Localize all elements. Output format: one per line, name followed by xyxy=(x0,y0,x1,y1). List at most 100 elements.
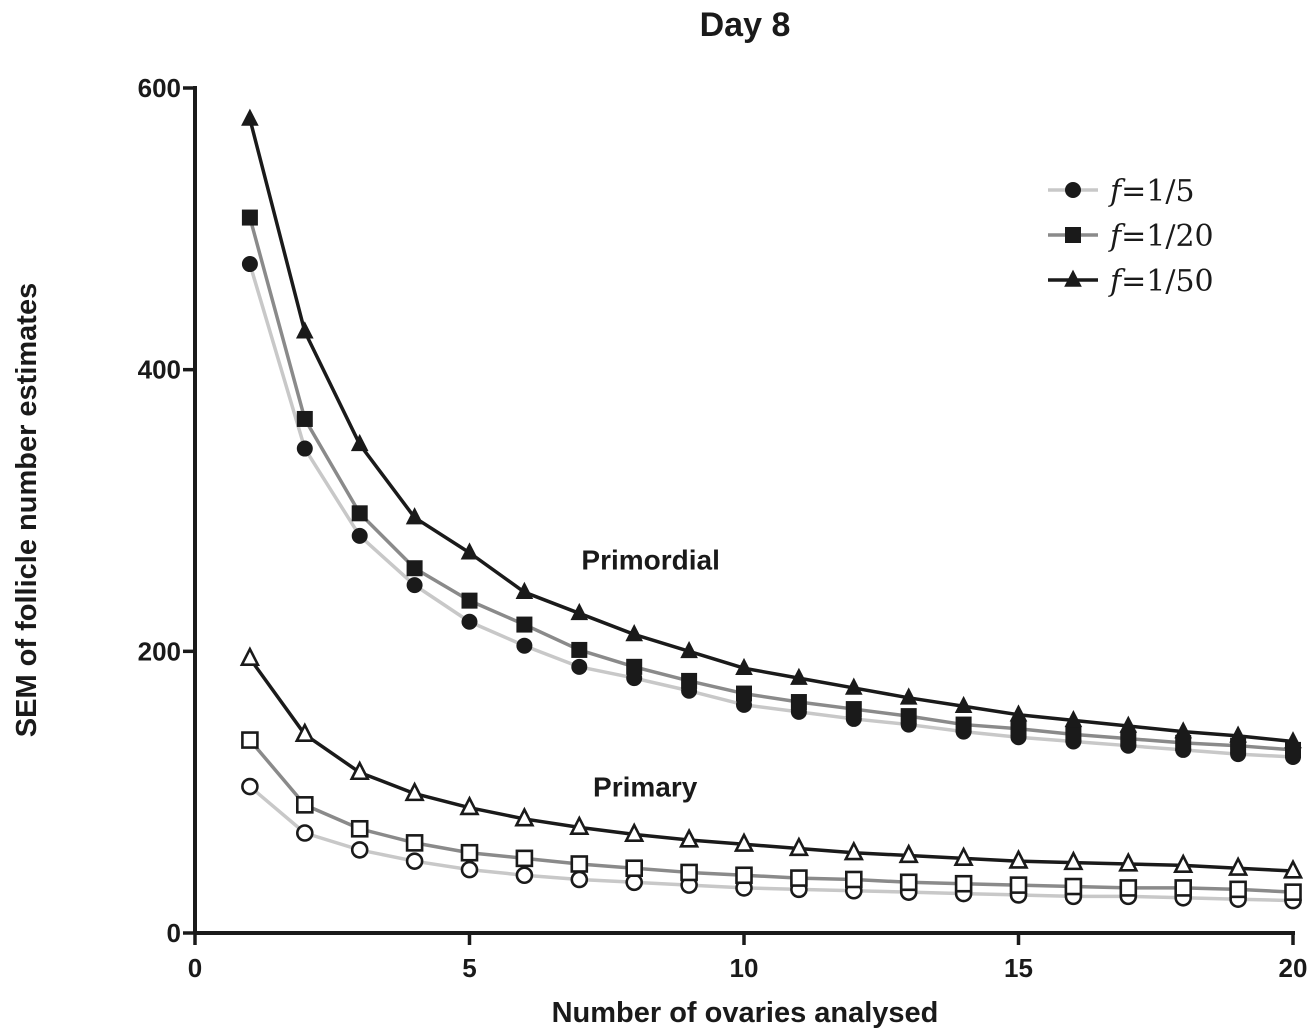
data-point xyxy=(626,658,643,675)
data-point xyxy=(954,874,973,893)
data-point xyxy=(295,824,314,842)
data-point xyxy=(404,781,425,802)
x-tick-label: 5 xyxy=(462,953,476,983)
data-point xyxy=(295,796,314,814)
data-point xyxy=(571,658,588,675)
data-point xyxy=(735,657,753,676)
plot-area xyxy=(239,108,1304,910)
data-point xyxy=(459,795,480,816)
data-point xyxy=(1064,709,1083,728)
data-point xyxy=(680,640,698,659)
legend-item: f=1/20 xyxy=(1048,219,1214,254)
data-point xyxy=(1174,879,1192,897)
data-point xyxy=(460,542,479,560)
chart-title: Day 8 xyxy=(700,6,791,44)
data-point xyxy=(241,731,259,749)
data-point xyxy=(1284,731,1302,749)
data-point xyxy=(678,827,700,848)
data-point xyxy=(295,321,314,339)
legend-item: f=1/5 xyxy=(1048,174,1195,209)
x-tick-label: 20 xyxy=(1279,953,1308,983)
data-point xyxy=(515,581,534,599)
y-tick-label: 400 xyxy=(138,355,181,385)
data-point xyxy=(1227,856,1249,876)
series-primary-triangle xyxy=(239,646,1304,879)
series-primordial-triangle xyxy=(241,108,1302,749)
series-line xyxy=(248,785,1294,903)
data-point xyxy=(1008,849,1029,869)
data-point xyxy=(625,873,644,892)
data-point xyxy=(241,777,259,796)
data-point xyxy=(461,592,478,609)
data-point xyxy=(296,440,313,457)
data-point xyxy=(1119,715,1138,733)
data-point xyxy=(1009,704,1028,722)
x-tick-label: 0 xyxy=(188,953,202,983)
data-point xyxy=(241,108,259,126)
data-point xyxy=(241,209,258,226)
data-point xyxy=(460,860,479,879)
y-axis-label: SEM of follicle number estimates xyxy=(11,283,43,737)
data-point xyxy=(1229,880,1247,899)
legend-label: f=1/20 xyxy=(1108,219,1214,254)
data-point xyxy=(516,637,533,654)
data-point xyxy=(406,577,423,594)
data-point xyxy=(736,685,752,702)
annotations: Primordial Primary xyxy=(581,545,719,803)
series-primordial-circle xyxy=(241,256,1301,765)
data-point xyxy=(625,859,644,878)
data-point xyxy=(790,694,807,711)
data-point xyxy=(460,843,479,862)
data-point xyxy=(569,815,590,835)
data-point xyxy=(898,843,919,864)
data-point xyxy=(955,716,972,733)
legend-item: f=1/50 xyxy=(1048,264,1214,299)
annotation-primordial: Primordial xyxy=(581,545,719,576)
axes: 0 200 400 600 0 5 10 15 20 xyxy=(138,73,1308,983)
data-point xyxy=(405,507,424,525)
annotation-primary: Primary xyxy=(593,771,698,802)
series-primary-square xyxy=(241,731,1302,901)
series-primordial-square xyxy=(241,209,1301,758)
data-point xyxy=(515,866,534,885)
series-line xyxy=(248,738,1294,894)
data-point xyxy=(1064,877,1083,896)
legend: f=1/5 f=1/20 f=1/50 xyxy=(1048,174,1214,299)
data-point xyxy=(899,873,918,892)
series-line xyxy=(248,118,1294,744)
data-point xyxy=(405,852,424,870)
y-tick-label: 0 xyxy=(167,918,181,948)
data-point xyxy=(1120,730,1137,747)
data-point xyxy=(790,667,808,685)
legend-marker xyxy=(1064,269,1082,287)
data-point xyxy=(239,646,261,666)
data-point xyxy=(844,870,863,889)
data-point xyxy=(350,433,369,452)
legend-fraction: =1/5 xyxy=(1121,174,1194,209)
x-tick-label: 10 xyxy=(730,953,759,983)
data-point xyxy=(349,760,370,781)
data-point xyxy=(843,840,864,861)
legend-marker xyxy=(1065,182,1081,198)
legend-label: f=1/5 xyxy=(1108,174,1195,209)
data-point xyxy=(351,527,368,544)
data-point xyxy=(514,806,535,827)
series-line xyxy=(248,657,1294,873)
data-point xyxy=(1118,851,1139,872)
y-tick-label: 600 xyxy=(138,73,181,103)
data-point xyxy=(515,849,534,868)
y-tick-label: 200 xyxy=(138,636,181,666)
data-point xyxy=(788,836,810,857)
data-point xyxy=(624,822,645,843)
data-point xyxy=(954,695,973,714)
legend-fraction: =1/20 xyxy=(1121,219,1214,254)
data-point xyxy=(1010,720,1027,737)
data-point xyxy=(680,863,698,882)
data-point xyxy=(1119,879,1138,897)
data-point xyxy=(571,641,588,658)
data-point xyxy=(516,616,533,633)
x-axis-label: Number of ovaries analysed xyxy=(552,997,939,1029)
x-tick-label: 15 xyxy=(1004,953,1033,983)
data-point xyxy=(681,672,698,689)
